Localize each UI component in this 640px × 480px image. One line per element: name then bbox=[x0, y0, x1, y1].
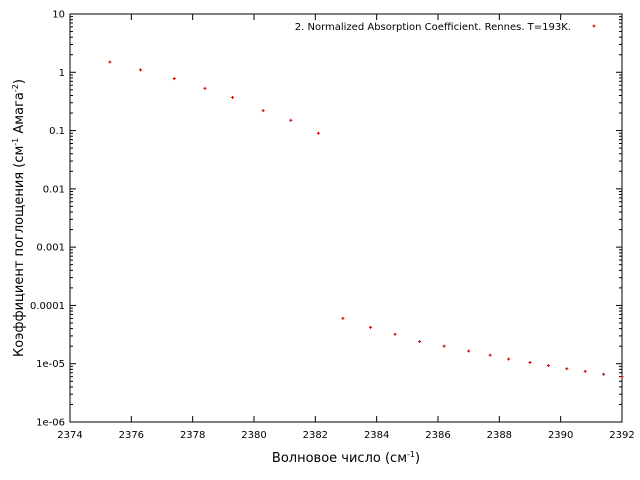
data-point bbox=[546, 364, 550, 368]
y-axis-label-text: Коэффициент поглощения (см bbox=[12, 146, 27, 357]
data-point bbox=[341, 316, 345, 320]
data-point bbox=[316, 131, 320, 135]
x-tick-label: 2378 bbox=[180, 430, 205, 441]
x-tick-label: 2388 bbox=[487, 430, 512, 441]
data-point bbox=[602, 372, 606, 376]
data-point bbox=[467, 349, 471, 353]
plot-frame bbox=[69, 13, 623, 423]
x-tick-label: 2390 bbox=[548, 430, 573, 441]
data-point bbox=[289, 118, 293, 122]
data-point bbox=[139, 68, 143, 72]
y-axis-label-superscript-2: -2 bbox=[11, 84, 20, 92]
y-tick-label: 0.1 bbox=[49, 126, 65, 137]
legend-marker bbox=[592, 24, 596, 28]
legend-marker-plus bbox=[592, 24, 596, 28]
x-tick-label: 2384 bbox=[364, 430, 389, 441]
y-tick-label: 1 bbox=[59, 68, 65, 79]
data-point bbox=[172, 77, 176, 81]
x-tick-label: 2382 bbox=[303, 430, 328, 441]
data-point bbox=[565, 367, 569, 371]
y-tick-label: 10 bbox=[52, 10, 65, 21]
x-axis-label-superscript: -1 bbox=[407, 450, 415, 459]
data-point bbox=[620, 375, 624, 379]
y-tick-label: 0.0001 bbox=[30, 301, 65, 312]
y-axis-label-superscript-1: -1 bbox=[11, 138, 20, 146]
data-point bbox=[261, 109, 265, 113]
data-point bbox=[231, 95, 235, 99]
x-tick-label: 2376 bbox=[119, 430, 144, 441]
y-axis-label-end: ) bbox=[12, 79, 27, 84]
tick-labels: 2374 2376 2378 2380 2382 2384 2386 2388 2390 2392… bbox=[30, 10, 635, 442]
data-point bbox=[418, 340, 422, 344]
y-tick-label: 0.01 bbox=[43, 184, 65, 195]
data-point bbox=[507, 357, 511, 361]
y-axis-label: Коэффициент поглощения (см-1 Амага-2) bbox=[11, 79, 27, 357]
data-points bbox=[108, 60, 624, 379]
x-tick-label: 2380 bbox=[241, 430, 266, 441]
y-tick-label: 1e-05 bbox=[36, 359, 65, 370]
data-point bbox=[108, 60, 112, 64]
x-axis-label: Волновое число (см-1) bbox=[272, 450, 420, 466]
y-tick-label: 1e-06 bbox=[36, 418, 65, 429]
x-tick-label: 2374 bbox=[57, 430, 82, 441]
legend-entry-label: 2. Normalized Absorption Coefficient. Re… bbox=[295, 22, 571, 33]
data-point bbox=[583, 369, 587, 373]
data-point bbox=[369, 325, 373, 329]
y-tick-label: 0.001 bbox=[36, 243, 65, 254]
x-tick-label: 2392 bbox=[609, 430, 634, 441]
x-axis-label-end: ) bbox=[415, 451, 420, 466]
data-point bbox=[203, 86, 207, 90]
data-point bbox=[528, 360, 532, 364]
y-axis-label-middle: Амага bbox=[12, 92, 27, 138]
data-point bbox=[442, 344, 446, 348]
data-point bbox=[488, 353, 492, 357]
x-axis-label-text: Волновое число (см bbox=[272, 451, 407, 466]
legend: 2. Normalized Absorption Coefficient. Re… bbox=[295, 22, 596, 33]
x-tick-label: 2386 bbox=[425, 430, 450, 441]
data-point bbox=[393, 332, 397, 336]
